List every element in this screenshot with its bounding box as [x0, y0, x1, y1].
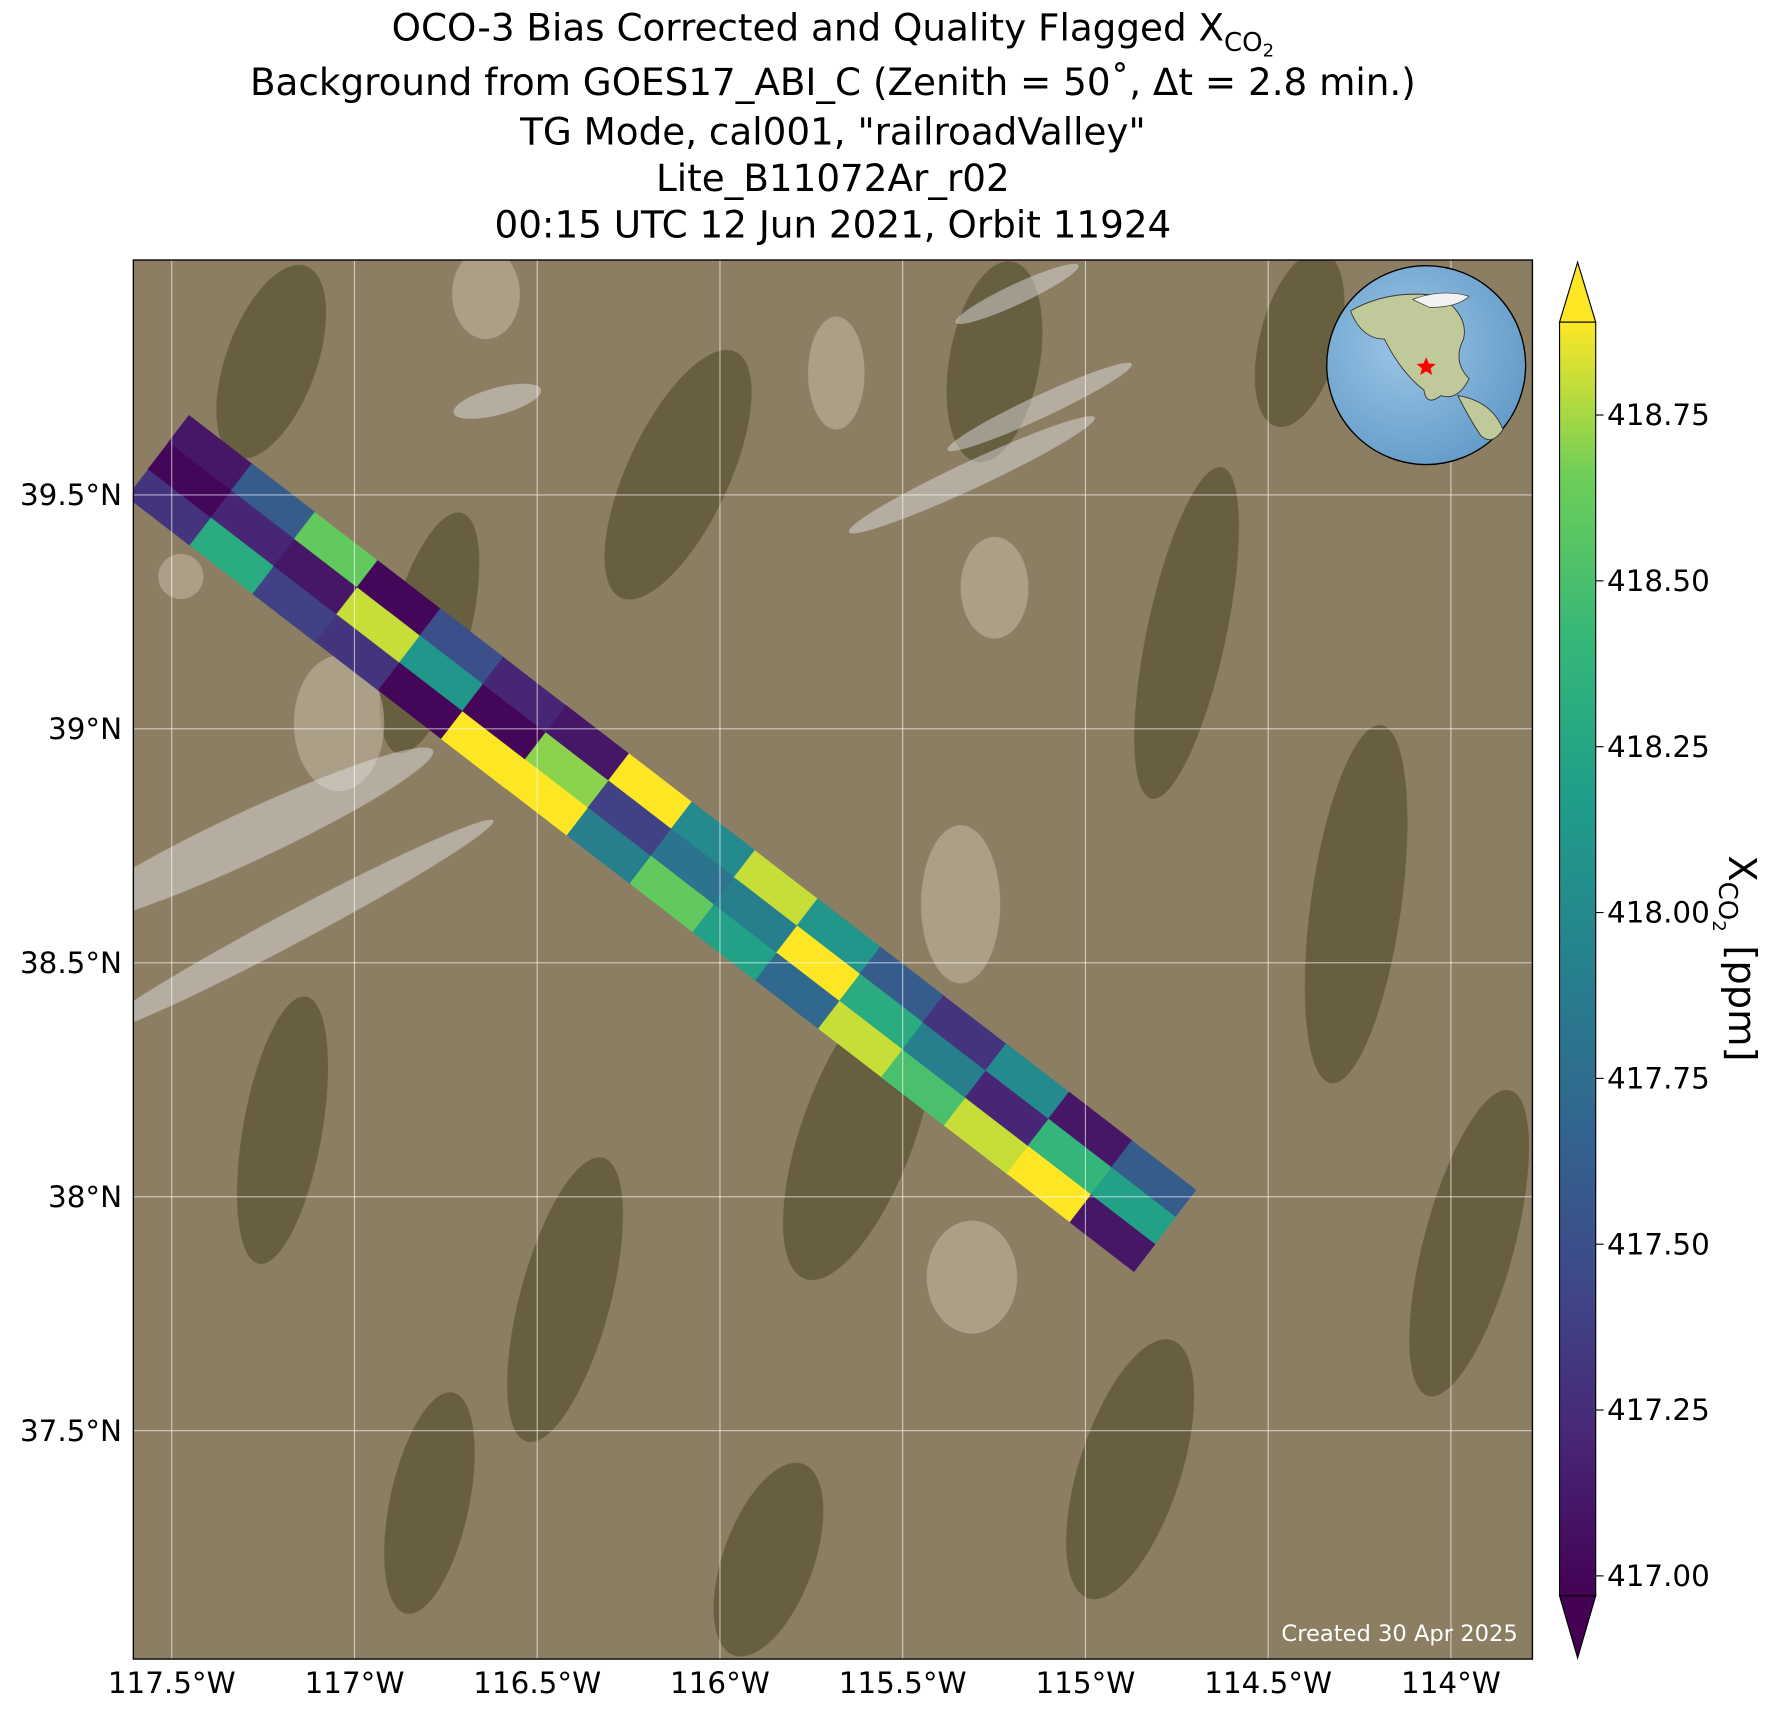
colorbar-bar [1558, 321, 1597, 1597]
sounding [1090, 1167, 1176, 1245]
sounding [147, 442, 233, 520]
sounding [607, 753, 694, 831]
sounding [378, 662, 464, 740]
sounding [1047, 1091, 1134, 1170]
sounding [649, 828, 736, 907]
title-line: Lite_B11072Ar_r02 [656, 156, 1010, 200]
sounding [252, 566, 339, 644]
sounding [670, 801, 757, 879]
x-tick-label: 117°W [305, 1666, 405, 1700]
map-frame [132, 259, 1534, 1660]
sounding [544, 705, 631, 783]
sounding [859, 946, 945, 1024]
sounding [272, 539, 359, 617]
sounding [1006, 1145, 1093, 1224]
sounding [440, 711, 527, 789]
sounding [818, 1000, 904, 1079]
sounding [901, 1022, 988, 1100]
y-tick-label: 39.5°N [20, 478, 122, 512]
colorbar-tick-label: 417.50 [1607, 1227, 1710, 1261]
title-text: OCO-3 Bias Corrected and Quality Flagged… [392, 6, 1224, 50]
x-tick-label: 117.5°W [108, 1666, 236, 1700]
colorbar-tick-label: 418.50 [1607, 564, 1710, 598]
sounding [629, 855, 716, 934]
sounding [293, 511, 380, 590]
sounding [964, 1070, 1051, 1148]
colorbar-label: XCO2 [ppm] [1708, 855, 1764, 1061]
terrain [216, 260, 1529, 1657]
colorbar-tick-label: 417.25 [1607, 1393, 1710, 1427]
sounding [712, 877, 799, 955]
colorbar-tick-label: 417.00 [1607, 1559, 1710, 1593]
sounding [335, 587, 422, 665]
colorbar-label-subsub: 2 [1708, 920, 1729, 932]
y-tick-label: 37.5°N [20, 1414, 122, 1448]
footnote: Created 30 Apr 2025 [1281, 1621, 1517, 1647]
sounding [1069, 1194, 1156, 1272]
sounding [189, 517, 276, 595]
sounding [587, 780, 673, 858]
inset-globe [1326, 264, 1527, 466]
colorbar-tick-label: 418.75 [1607, 398, 1710, 432]
sounding [133, 469, 213, 547]
sounding [733, 850, 820, 928]
colorbar-tick-label: 418.25 [1607, 730, 1710, 764]
title-subsub: 2 [1263, 41, 1275, 62]
sounding [418, 608, 505, 686]
playas [158, 260, 1029, 1334]
sounding [1027, 1118, 1114, 1197]
title-line: Background from GOES17_ABI_C (Zenith = 5… [250, 60, 1416, 104]
soundings [133, 415, 1197, 1272]
x-tick-label: 115°W [1036, 1666, 1136, 1700]
sounding [315, 614, 402, 692]
sounding [1110, 1140, 1197, 1218]
title-line: 00:15 UTC 12 Jun 2021, Orbit 11924 [494, 202, 1171, 246]
sounding [167, 415, 254, 493]
sounding [796, 898, 883, 976]
sounding [921, 995, 1008, 1073]
x-tick-label: 115.5°W [839, 1666, 967, 1700]
sounding [984, 1043, 1071, 1121]
sounding [461, 684, 548, 762]
sounding [755, 952, 842, 1031]
sounding [230, 463, 317, 541]
colorbar-tick-label: 417.75 [1607, 1062, 1710, 1096]
colorbar-label-unit: [ppm] [1719, 945, 1764, 1061]
sounding [398, 635, 485, 713]
colorbar-label-sub: CO [1712, 882, 1742, 921]
grid [133, 260, 1533, 1660]
x-tick-label: 114°W [1401, 1666, 1501, 1700]
x-tick-label: 116.5°W [473, 1666, 601, 1700]
title-sub: CO [1224, 28, 1263, 58]
title-line: TG Mode, cal001, "railroadValley" [519, 110, 1146, 154]
sounding [481, 656, 568, 735]
basemap [133, 260, 1533, 1660]
sounding [209, 490, 296, 568]
colorbar: 417.00 417.25 417.50 417.75 418.00 418.25 418.… [1558, 260, 1710, 1660]
sounding [524, 732, 611, 810]
sounding [356, 560, 442, 638]
y-tick-label: 38.5°N [20, 946, 122, 980]
title-line: OCO-3 Bias Corrected and Quality Flagged… [392, 6, 1275, 62]
sounding [943, 1097, 1030, 1176]
colorbar-tick-label: 418.00 [1607, 896, 1710, 930]
sounding [775, 925, 862, 1003]
x-tick-label: 116°W [670, 1666, 770, 1700]
x-tick-label: 114.5°W [1204, 1666, 1332, 1700]
sounding [503, 759, 590, 837]
sounding [566, 807, 653, 886]
y-tick-label: 38°N [48, 1180, 122, 1214]
colorbar-label-text: X [1719, 855, 1764, 881]
y-tick-label: 39°N [48, 712, 122, 746]
